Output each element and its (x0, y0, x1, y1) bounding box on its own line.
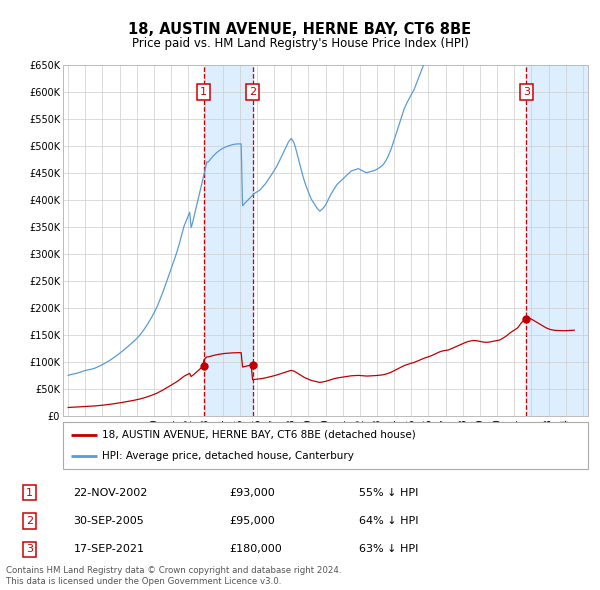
Text: 55% ↓ HPI: 55% ↓ HPI (359, 488, 418, 497)
Text: 64% ↓ HPI: 64% ↓ HPI (359, 516, 418, 526)
Text: 18, AUSTIN AVENUE, HERNE BAY, CT6 8BE (detached house): 18, AUSTIN AVENUE, HERNE BAY, CT6 8BE (d… (103, 430, 416, 440)
Text: Contains HM Land Registry data © Crown copyright and database right 2024.: Contains HM Land Registry data © Crown c… (6, 566, 341, 575)
Text: HPI: Average price, detached house, Canterbury: HPI: Average price, detached house, Cant… (103, 451, 354, 461)
Text: 30-SEP-2005: 30-SEP-2005 (74, 516, 145, 526)
Text: £93,000: £93,000 (229, 488, 275, 497)
Text: 3: 3 (523, 87, 530, 97)
Text: 2: 2 (249, 87, 256, 97)
Text: 17-SEP-2021: 17-SEP-2021 (74, 545, 145, 554)
Text: 22-NOV-2002: 22-NOV-2002 (74, 488, 148, 497)
Text: This data is licensed under the Open Government Licence v3.0.: This data is licensed under the Open Gov… (6, 577, 281, 586)
Text: 18, AUSTIN AVENUE, HERNE BAY, CT6 8BE: 18, AUSTIN AVENUE, HERNE BAY, CT6 8BE (128, 22, 472, 37)
Text: £95,000: £95,000 (229, 516, 275, 526)
Text: Price paid vs. HM Land Registry's House Price Index (HPI): Price paid vs. HM Land Registry's House … (131, 37, 469, 50)
Text: 63% ↓ HPI: 63% ↓ HPI (359, 545, 418, 554)
Bar (526, 65, 588, 416)
Text: 2: 2 (26, 516, 33, 526)
Text: 3: 3 (26, 545, 33, 554)
Text: 1: 1 (200, 87, 207, 97)
Bar (203, 65, 253, 416)
Text: £180,000: £180,000 (229, 545, 282, 554)
FancyBboxPatch shape (63, 422, 588, 469)
Text: 1: 1 (26, 488, 33, 497)
